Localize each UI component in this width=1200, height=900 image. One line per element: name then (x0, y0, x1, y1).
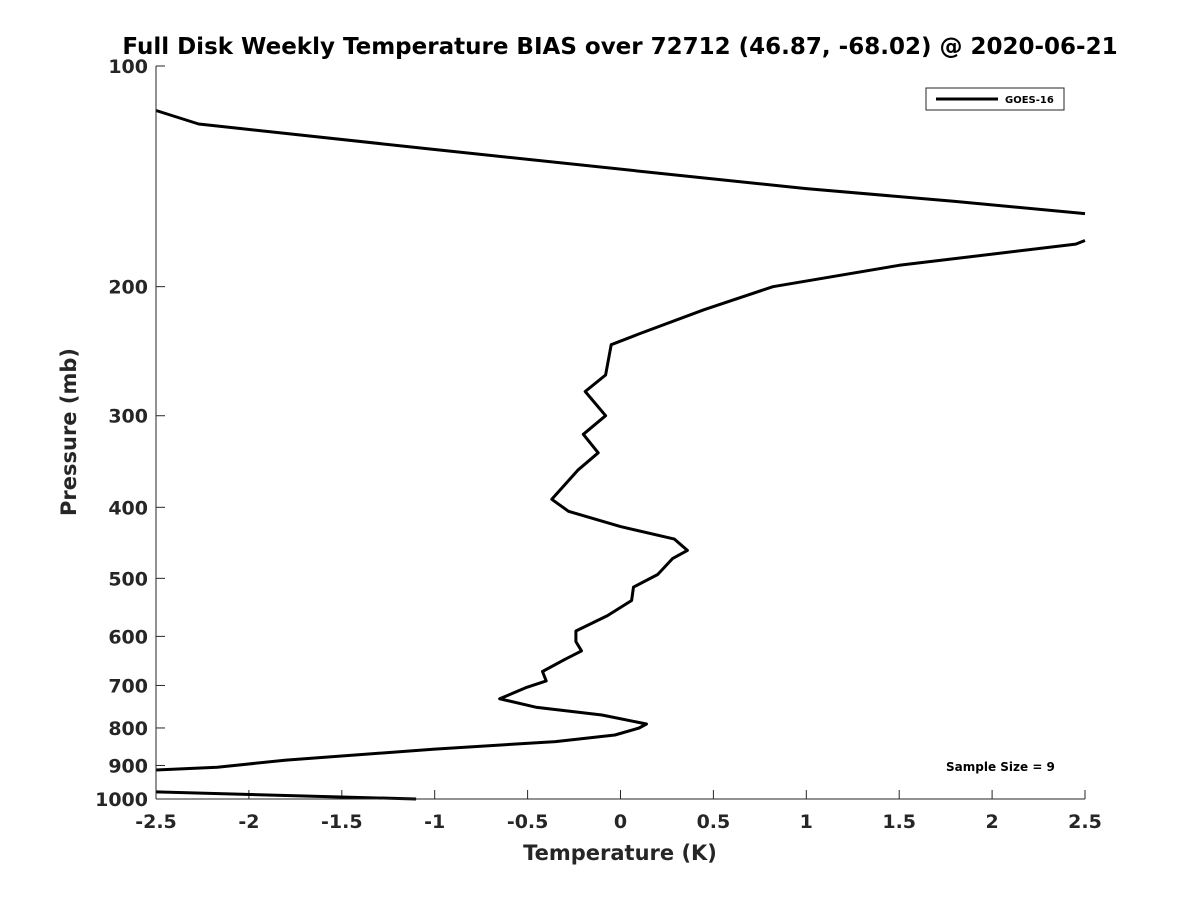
y-tick-label: 300 (108, 406, 148, 428)
y-axis-label: Pressure (mb) (57, 348, 81, 516)
legend-entry: GOES-16 (1005, 95, 1054, 106)
y-ticks: 100 200 300 400 500 600 700 800 900 1000 (95, 56, 165, 811)
series-lines (155, 109, 1086, 801)
series-line-goes-16 (155, 109, 1086, 216)
x-tick-label: 2.5 (1068, 811, 1102, 833)
legend: GOES-16 (925, 87, 1065, 111)
y-tick-label: 1000 (95, 789, 148, 811)
x-tick-label: 0 (614, 811, 627, 833)
plot-area: -2.5 -2 -1.5 -1 -0.5 0 0.5 1 1.5 2 2.5 100 200 300 40… (95, 56, 1102, 833)
series-line-goes-16 (155, 239, 1086, 772)
x-ticks: -2.5 -2 -1.5 -1 -0.5 0 0.5 1 1.5 2 2.5 (135, 790, 1102, 833)
x-tick-label: -1.5 (321, 811, 363, 833)
y-tick-label: 100 (108, 56, 148, 78)
x-tick-label: 1.5 (882, 811, 916, 833)
y-tick-label: 200 (108, 277, 148, 299)
y-tick-label: 600 (108, 626, 148, 648)
sample-size-annotation: Sample Size = 9 (946, 760, 1055, 774)
x-tick-label: -2 (238, 811, 259, 833)
y-tick-label: 500 (108, 568, 148, 590)
x-tick-label: 0.5 (697, 811, 731, 833)
y-tick-label: 400 (108, 497, 148, 519)
x-tick-label: 1 (800, 811, 813, 833)
series-line-goes-16 (155, 790, 417, 801)
x-tick-label: -2.5 (135, 811, 177, 833)
chart-title: Full Disk Weekly Temperature BIAS over 7… (122, 34, 1117, 60)
y-tick-label: 800 (108, 718, 148, 740)
x-tick-label: -1 (424, 811, 445, 833)
x-tick-label: 2 (985, 811, 998, 833)
y-tick-label: 700 (108, 675, 148, 697)
y-tick-label: 900 (108, 755, 148, 777)
x-tick-label: -0.5 (507, 811, 549, 833)
x-axis-label: Temperature (K) (523, 841, 717, 865)
